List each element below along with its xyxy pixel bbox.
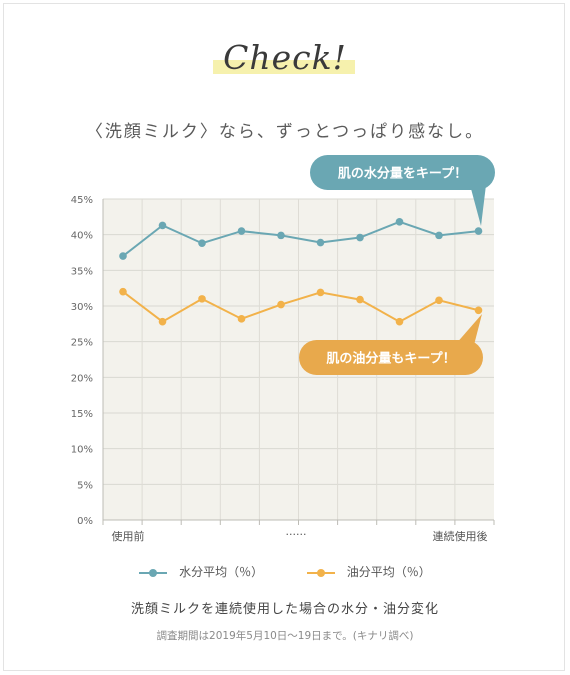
data-point-oil xyxy=(237,315,246,323)
y-tick-label: 5% xyxy=(77,480,93,491)
y-tick-label: 10% xyxy=(71,445,93,456)
subtitle: 〈洗顔ミルク〉なら、ずっとつっぱり感なし。 xyxy=(85,122,485,142)
data-point-oil xyxy=(474,306,483,315)
data-point-water xyxy=(474,227,483,235)
check-heading: Check! xyxy=(0,38,570,77)
data-point-water xyxy=(158,221,167,230)
legend-swatch-oil xyxy=(306,567,335,579)
data-point-oil xyxy=(435,296,443,305)
legend-swatch-water xyxy=(139,567,168,579)
x-tick-label: 連続使用後 xyxy=(433,529,488,543)
data-point-water xyxy=(119,252,127,260)
legend-item-water: 水分平均（％） xyxy=(139,563,263,580)
callout-tail xyxy=(470,185,486,226)
data-point-water xyxy=(316,238,325,247)
y-tick-label: 20% xyxy=(71,373,93,384)
survey-note: 調査期間は2019年5月10日〜19日まで。(キナリ調べ) xyxy=(156,630,414,642)
legend-label-water: 水分平均（％） xyxy=(179,565,264,579)
callout-tail xyxy=(455,314,482,345)
y-tick-label: 0% xyxy=(77,516,93,527)
check-title: Check! xyxy=(213,38,355,77)
y-tick-label: 45% xyxy=(71,195,93,206)
y-tick-label: 15% xyxy=(71,409,93,420)
legend: 水分平均（％） 油分平均（％） xyxy=(0,563,570,580)
data-point-oil xyxy=(119,287,127,296)
y-tick-label: 35% xyxy=(71,266,93,277)
callout-oil: 肌の油分量もキープ！ xyxy=(299,314,483,375)
x-tick-label: ······ xyxy=(286,528,307,541)
data-point-water xyxy=(198,239,206,248)
highlighter-stroke xyxy=(213,60,355,74)
x-tick-label: 使用前 xyxy=(112,529,145,543)
callout-text: 肌の水分量をキープ！ xyxy=(338,166,467,182)
data-point-oil xyxy=(158,317,167,326)
y-tick-label: 40% xyxy=(71,231,93,242)
legend-item-oil: 油分平均（％） xyxy=(306,563,431,580)
callout-bubble xyxy=(310,155,495,190)
chart-caption: 洗顔ミルクを連続使用した場合の水分・油分変化 xyxy=(130,602,439,617)
callout-water: 肌の水分量をキープ！ xyxy=(310,155,495,226)
data-point-water xyxy=(356,233,364,242)
data-point-water xyxy=(237,227,246,235)
data-point-oil xyxy=(395,317,404,326)
data-point-water xyxy=(277,231,285,240)
data-point-oil xyxy=(198,295,206,303)
data-point-oil xyxy=(316,288,325,297)
legend-label-oil: 油分平均（％） xyxy=(346,565,431,579)
series-line-oil xyxy=(122,290,479,323)
callout-bubble xyxy=(299,340,483,375)
callout-text: 肌の油分量もキープ！ xyxy=(326,351,455,367)
data-point-water xyxy=(395,218,404,226)
y-tick-label: 25% xyxy=(71,338,93,349)
y-tick-label: 30% xyxy=(71,302,93,313)
data-point-oil xyxy=(356,295,364,304)
data-point-water xyxy=(435,231,443,240)
series-line-water xyxy=(122,220,479,257)
data-point-oil xyxy=(277,300,285,309)
